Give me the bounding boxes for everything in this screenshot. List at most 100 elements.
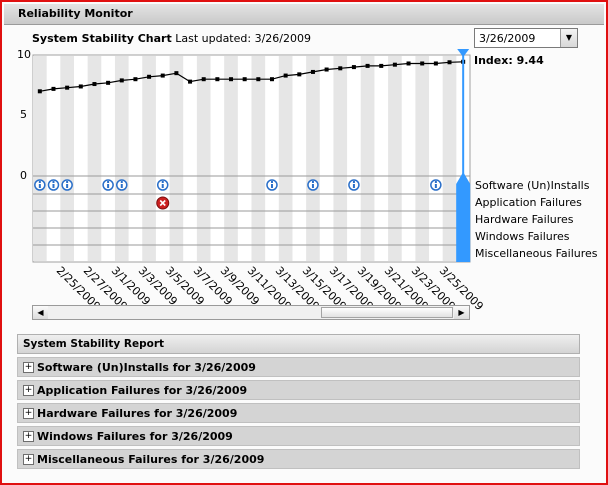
info-icon-stem bbox=[161, 184, 164, 188]
report-row-label: Miscellaneous Failures for 3/26/2009 bbox=[37, 453, 265, 466]
chart-horizontal-scrollbar[interactable]: ◀ ▶ bbox=[32, 305, 470, 320]
category-miscellaneous-failures: Miscellaneous Failures bbox=[475, 247, 598, 260]
info-icon-dot bbox=[434, 181, 437, 183]
stability-index-point bbox=[433, 61, 438, 66]
report-row-hardware-failures[interactable]: + Hardware Failures for 3/26/2009 bbox=[17, 403, 580, 423]
day-stripe bbox=[333, 56, 348, 261]
stability-index-line bbox=[39, 61, 464, 92]
error-icon-cross bbox=[159, 199, 166, 207]
y-tick-0: 0 bbox=[20, 169, 27, 182]
info-icon-stem bbox=[52, 184, 55, 188]
stability-index-point bbox=[420, 61, 425, 66]
stability-index-point bbox=[379, 63, 384, 68]
chevron-down-icon[interactable]: ▼ bbox=[560, 29, 577, 47]
info-icon-dot bbox=[66, 181, 69, 183]
selection-marker-icon bbox=[457, 49, 470, 57]
stability-index-point bbox=[78, 84, 83, 89]
stability-index-point bbox=[229, 77, 234, 82]
category-hardware-failures: Hardware Failures bbox=[475, 213, 574, 226]
expand-icon[interactable]: + bbox=[23, 431, 34, 442]
stability-report-header: System Stability Report bbox=[17, 334, 580, 354]
report-row-software-installs[interactable]: + Software (Un)Installs for 3/26/2009 bbox=[17, 357, 580, 377]
report-row-label: Application Failures for 3/26/2009 bbox=[37, 384, 248, 397]
info-icon-dot bbox=[107, 181, 110, 183]
stability-index-point bbox=[201, 77, 206, 82]
info-icon-dot bbox=[311, 181, 314, 183]
info-icon-stem bbox=[352, 184, 355, 188]
report-row-windows-failures[interactable]: + Windows Failures for 3/26/2009 bbox=[17, 426, 580, 446]
day-stripe bbox=[360, 56, 375, 261]
day-stripe bbox=[60, 56, 74, 261]
category-windows-failures: Windows Failures bbox=[475, 230, 570, 243]
stability-index-point bbox=[351, 65, 356, 70]
day-stripe bbox=[169, 56, 184, 261]
day-stripe bbox=[251, 56, 266, 261]
info-icon-dot bbox=[38, 181, 41, 183]
expand-icon[interactable]: + bbox=[23, 385, 34, 396]
stability-index-point bbox=[392, 62, 397, 67]
stability-index-point bbox=[215, 77, 220, 82]
selection-line bbox=[462, 51, 465, 176]
selection-column bbox=[456, 172, 471, 262]
day-stripe bbox=[415, 56, 430, 261]
day-stripe bbox=[306, 56, 320, 261]
day-stripe bbox=[196, 56, 211, 261]
info-icon-stem bbox=[120, 184, 123, 188]
info-icon-stem bbox=[66, 184, 69, 188]
stability-index-point bbox=[447, 60, 452, 65]
stability-index-point bbox=[106, 80, 111, 85]
info-icon-stem bbox=[270, 184, 273, 188]
category-application-failures: Application Failures bbox=[475, 196, 582, 209]
scroll-left-icon[interactable]: ◀ bbox=[33, 306, 48, 319]
day-stripe bbox=[114, 56, 129, 261]
info-icon-stem bbox=[38, 184, 41, 188]
stability-index-point bbox=[51, 86, 56, 91]
day-stripe bbox=[142, 56, 156, 261]
stability-chart[interactable] bbox=[0, 0, 608, 300]
day-stripe bbox=[442, 56, 457, 261]
window-titlebar: Reliability Monitor bbox=[4, 4, 604, 25]
stability-index-point bbox=[147, 74, 152, 79]
expand-icon[interactable]: + bbox=[23, 408, 34, 419]
info-icon-dot bbox=[161, 181, 164, 183]
stability-index-point bbox=[242, 77, 247, 82]
stability-index-label: Index: 9.44 bbox=[474, 54, 544, 67]
day-stripe bbox=[388, 56, 402, 261]
stability-index-point bbox=[269, 77, 274, 82]
window-title: Reliability Monitor bbox=[18, 7, 133, 20]
info-icon-dot bbox=[270, 181, 273, 183]
info-icon-stem bbox=[434, 184, 437, 188]
scroll-right-icon[interactable]: ▶ bbox=[454, 306, 469, 319]
info-icon-stem bbox=[107, 184, 110, 188]
info-icon-dot bbox=[120, 181, 123, 183]
stability-index-point bbox=[365, 63, 370, 68]
report-row-label: Windows Failures for 3/26/2009 bbox=[37, 430, 233, 443]
expand-icon[interactable]: + bbox=[23, 454, 34, 465]
report-row-label: Software (Un)Installs for 3/26/2009 bbox=[37, 361, 256, 374]
scrollbar-thumb[interactable] bbox=[321, 307, 453, 318]
expand-icon[interactable]: + bbox=[23, 362, 34, 373]
stability-index-point bbox=[297, 72, 302, 77]
stability-index-point bbox=[65, 85, 70, 90]
category-software-installs: Software (Un)Installs bbox=[475, 179, 590, 192]
stability-index-point bbox=[310, 69, 315, 74]
info-icon-dot bbox=[352, 181, 355, 183]
stability-index-point bbox=[37, 89, 42, 94]
day-stripe bbox=[33, 56, 47, 261]
stability-report-title: System Stability Report bbox=[23, 338, 165, 350]
chart-title-text: System Stability Chart bbox=[32, 32, 172, 45]
day-stripe bbox=[224, 56, 238, 261]
y-tick-5: 5 bbox=[20, 108, 27, 121]
day-stripe bbox=[278, 56, 293, 261]
stability-index-point bbox=[256, 77, 261, 82]
report-row-application-failures[interactable]: + Application Failures for 3/26/2009 bbox=[17, 380, 580, 400]
stability-index-point bbox=[324, 67, 329, 72]
day-stripe bbox=[87, 56, 102, 261]
stability-index-point bbox=[119, 78, 124, 83]
report-row-miscellaneous-failures[interactable]: + Miscellaneous Failures for 3/26/2009 bbox=[17, 449, 580, 469]
report-row-label: Hardware Failures for 3/26/2009 bbox=[37, 407, 238, 420]
stability-index-point bbox=[174, 71, 179, 76]
date-select[interactable]: 3/26/2009 ▼ bbox=[474, 28, 578, 48]
chart-title: System Stability Chart Last updated: 3/2… bbox=[32, 32, 311, 45]
stability-index-point bbox=[188, 79, 193, 84]
